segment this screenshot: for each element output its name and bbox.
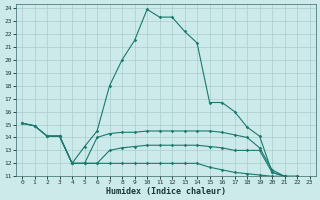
X-axis label: Humidex (Indice chaleur): Humidex (Indice chaleur) (106, 187, 226, 196)
